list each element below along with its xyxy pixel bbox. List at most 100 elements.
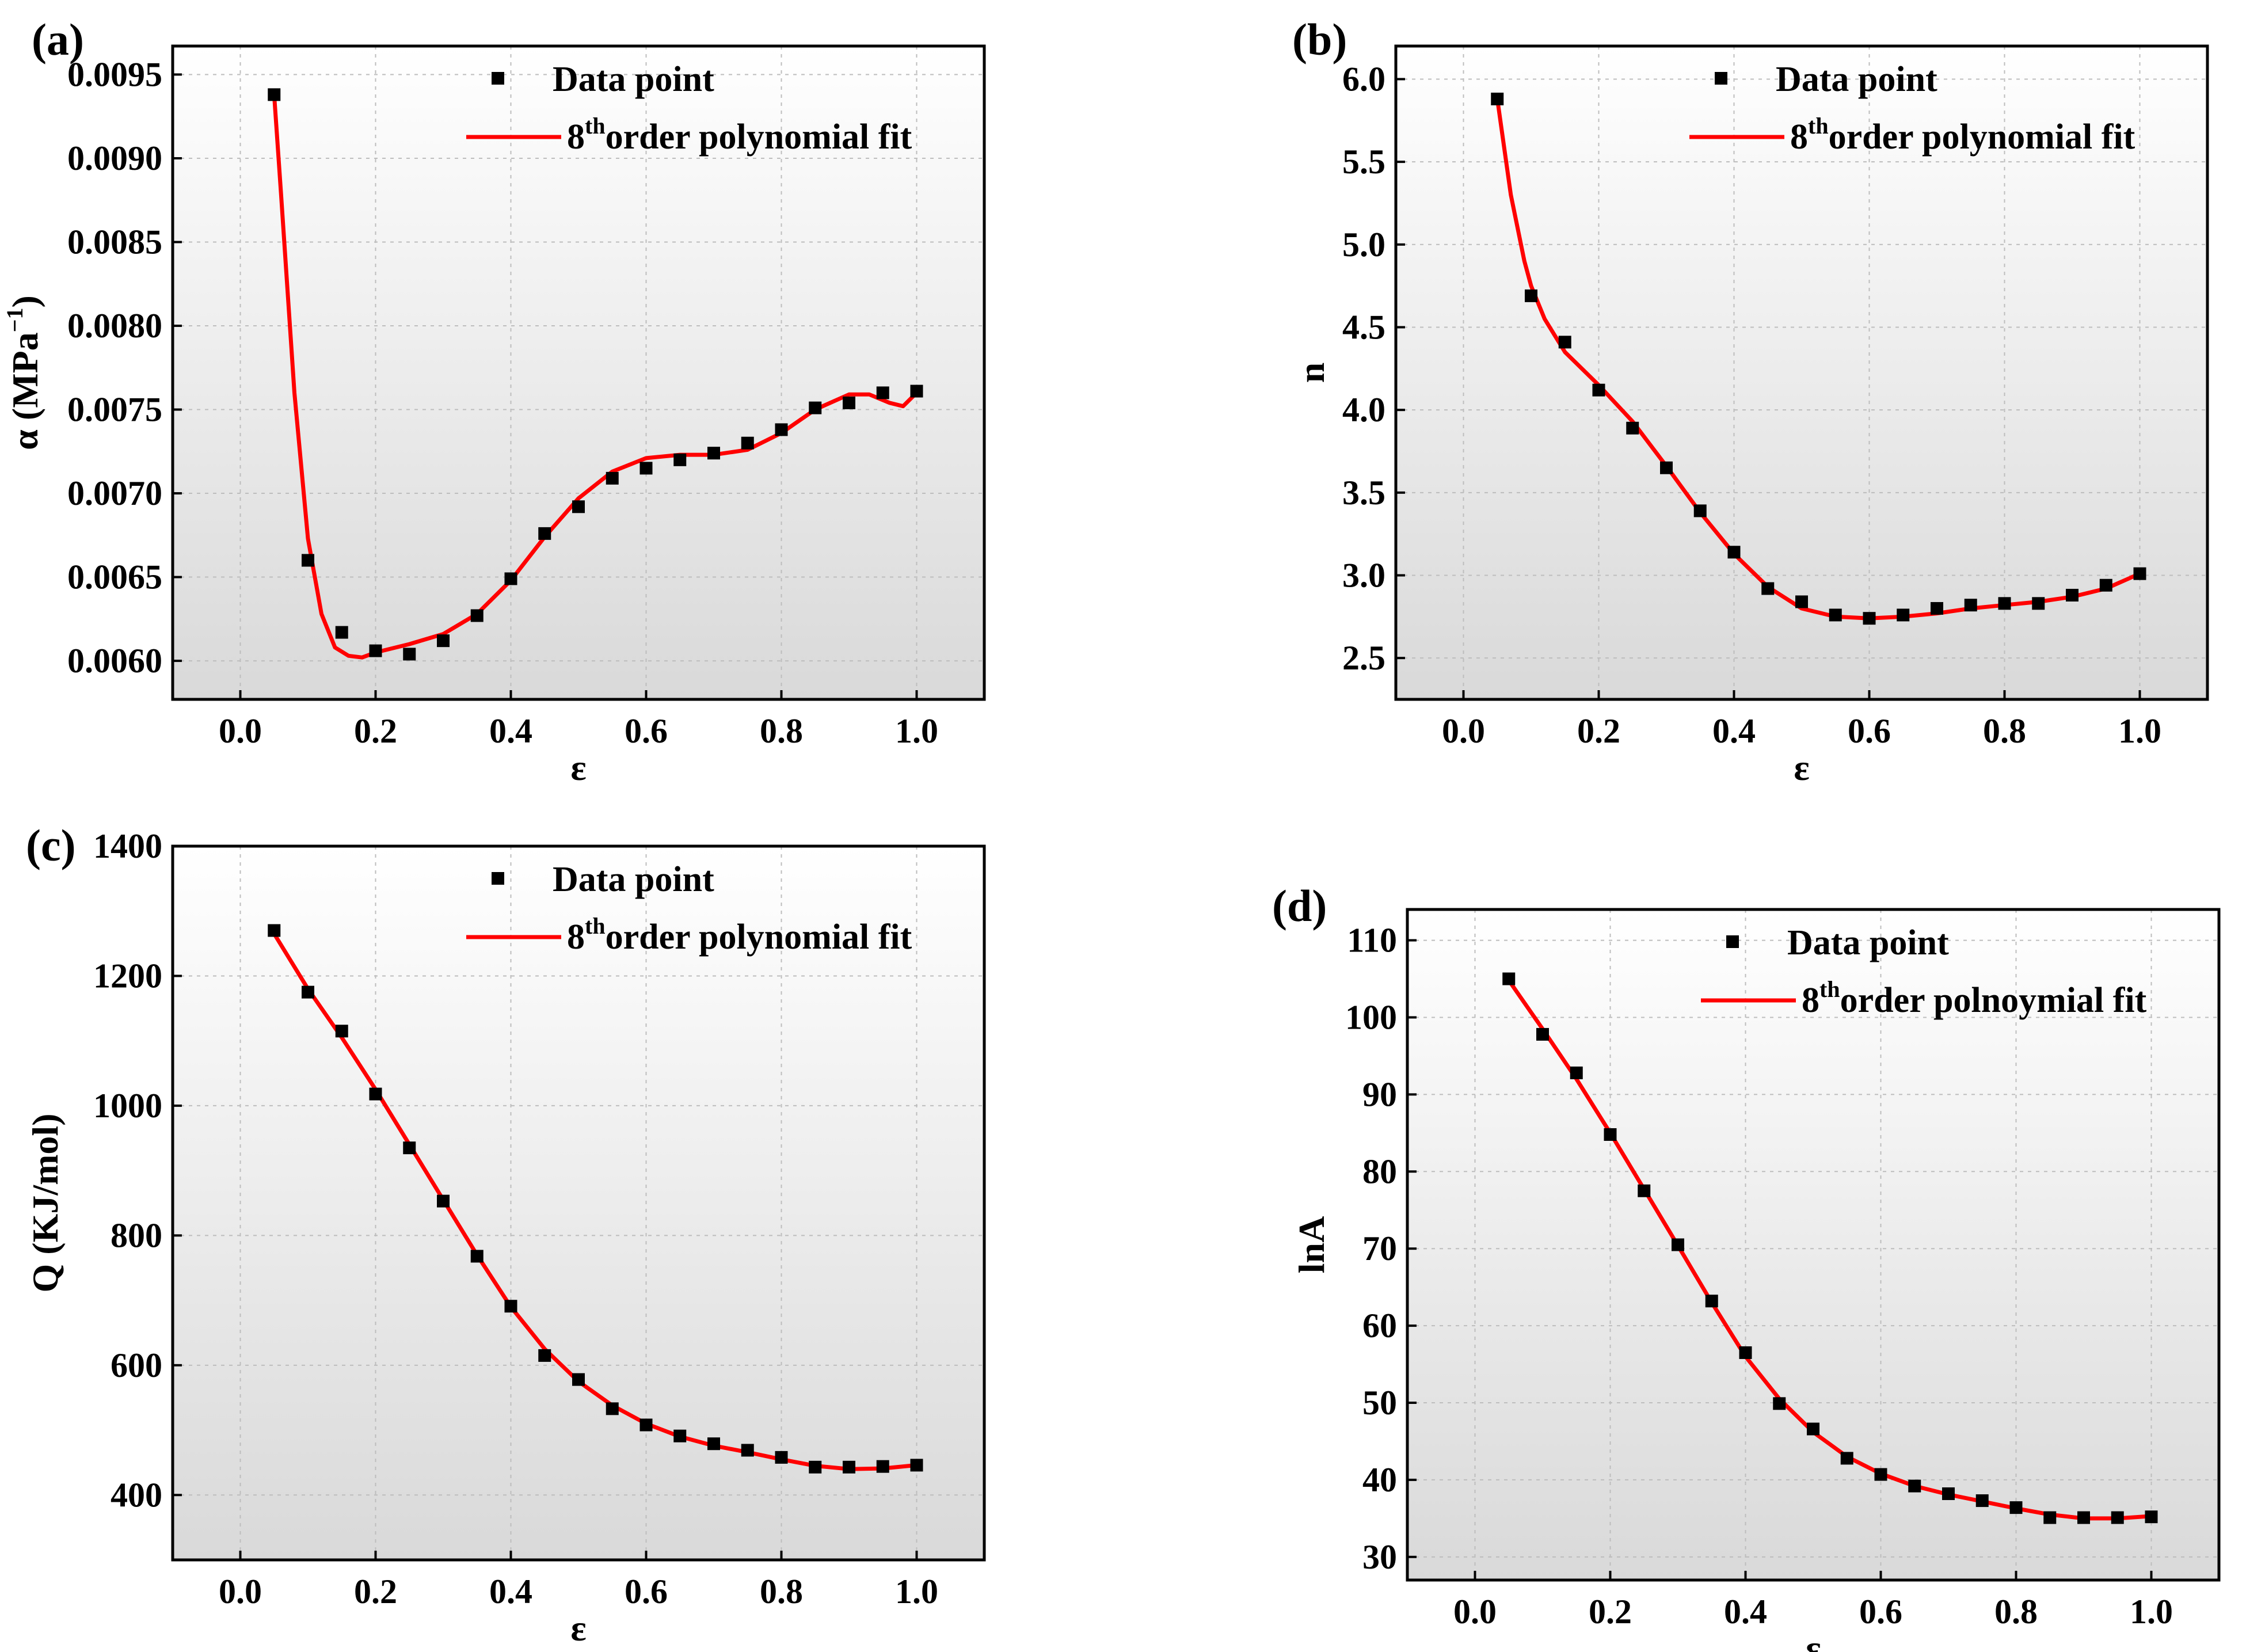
legend-fit-rest: order polynomial fit [1829,117,2135,157]
y-tick-label: 5.0 [1342,226,1385,264]
x-tick-label: 0.6 [625,712,668,750]
legend-fit-rest: order polynomial fit [606,918,912,957]
data-point [1874,1468,1887,1481]
data-point [369,644,382,657]
y-tick-label: 70 [1362,1230,1397,1267]
x-tick-label: 1.0 [895,1573,938,1611]
data-point [2133,567,2146,580]
data-point [2009,1501,2023,1514]
data-point [775,1451,788,1464]
data-point [268,88,281,101]
data-point [403,1141,416,1155]
x-tick-label: 0.8 [760,1573,803,1611]
y-tick-label: 600 [111,1346,162,1384]
legend-marker [492,872,504,885]
data-point [843,1460,855,1474]
data-point [1491,92,1504,105]
y-tick-label: 50 [1362,1384,1397,1422]
data-point [1975,1494,1989,1508]
x-tick-label: 0.8 [1994,1593,2038,1631]
data-point [2066,588,2078,602]
data-point [470,1250,484,1263]
legend-fit-sup: th [1819,976,1840,1002]
data-point [504,1300,517,1313]
y-axis-label: Q (KJ/mol) [25,1113,66,1292]
legend-fit-label: 8thorder polnoymial fit [1802,976,2147,1020]
x-tick-label: 1.0 [895,712,938,750]
plot-frame [1394,44,2209,701]
y-tick-label: 60 [1362,1307,1397,1345]
data-point [741,436,754,450]
plot-background [1407,909,2219,1580]
x-tick-label: 0.0 [219,1573,262,1611]
y-axis-label-end: ) [5,295,45,307]
data-point [606,1402,619,1415]
x-tick-label: 0.2 [1577,712,1620,750]
data-point [1502,972,1516,985]
data-point [741,1444,754,1457]
x-tick-label: 0.6 [625,1573,668,1611]
legend-fit-rest: order polynomial fit [606,117,912,157]
data-point [707,447,720,460]
plot-background [173,846,984,1560]
y-tick-label: 0.0085 [67,223,162,261]
data-point [775,423,788,436]
legend-fit-prefix: 8 [567,117,585,157]
y-tick-label: 4.0 [1342,391,1385,429]
data-point [437,634,450,648]
data-point [1705,1295,1718,1308]
x-tick-label: 0.6 [1848,712,1891,750]
legend-fit-prefix: 8 [567,918,585,957]
x-axis-label: ε [570,1608,586,1649]
data-point [673,453,687,466]
y-tick-label: 90 [1362,1075,1397,1113]
data-point [1761,582,1775,595]
data-point [335,626,348,639]
data-point [843,396,855,409]
y-axis-label: α (MPa−1) [2,295,45,450]
data-point [369,1087,382,1101]
data-point [1807,1422,1819,1436]
legend-fit-prefix: 8 [1802,981,1819,1020]
data-point [1592,383,1605,397]
x-tick-label: 0.4 [1724,1593,1767,1631]
x-tick-label: 0.2 [354,712,397,750]
data-point [876,1460,889,1473]
legend-fit-label: 8thorder polynomial fit [567,913,912,957]
data-point [1908,1479,1921,1493]
legend-fit-rest: order polnoymial fit [1840,981,2147,1020]
panel-label: (a) [32,14,84,64]
x-axis-label: ε [1794,747,1809,788]
data-point [639,1418,653,1432]
data-point [504,572,517,585]
data-point [1931,602,1943,615]
y-axis-label-sup: −1 [2,307,28,332]
y-tick-label: 3.0 [1342,556,1385,594]
y-tick-label: 0.0075 [67,391,162,429]
data-point [1727,546,1741,559]
data-point [910,385,923,398]
y-tick-label: 0.0070 [67,474,162,512]
data-point [707,1437,720,1451]
y-axis-label-text: n [1291,363,1332,383]
y-axis-label: lnA [1291,1216,1332,1274]
data-point [1942,1487,1955,1501]
y-tick-label: 100 [1345,998,1397,1036]
y-tick-label: 0.0065 [67,558,162,596]
data-point [1863,612,1876,625]
data-point [1840,1452,1853,1465]
legend-marker [1726,935,1739,948]
legend-fit-sup: th [1808,113,1829,139]
y-tick-label: 400 [111,1476,162,1514]
y-tick-label: 3.5 [1342,474,1385,512]
data-point [1693,504,1707,517]
y-tick-label: 1400 [93,827,162,865]
y-tick-label: 0.0095 [67,55,162,93]
legend-fit-sup: th [585,913,606,939]
data-point [302,554,314,567]
legend-data-label: Data point [1787,923,1949,962]
data-point [1773,1397,1786,1410]
data-point [1964,599,1977,612]
data-point [2111,1511,2124,1524]
